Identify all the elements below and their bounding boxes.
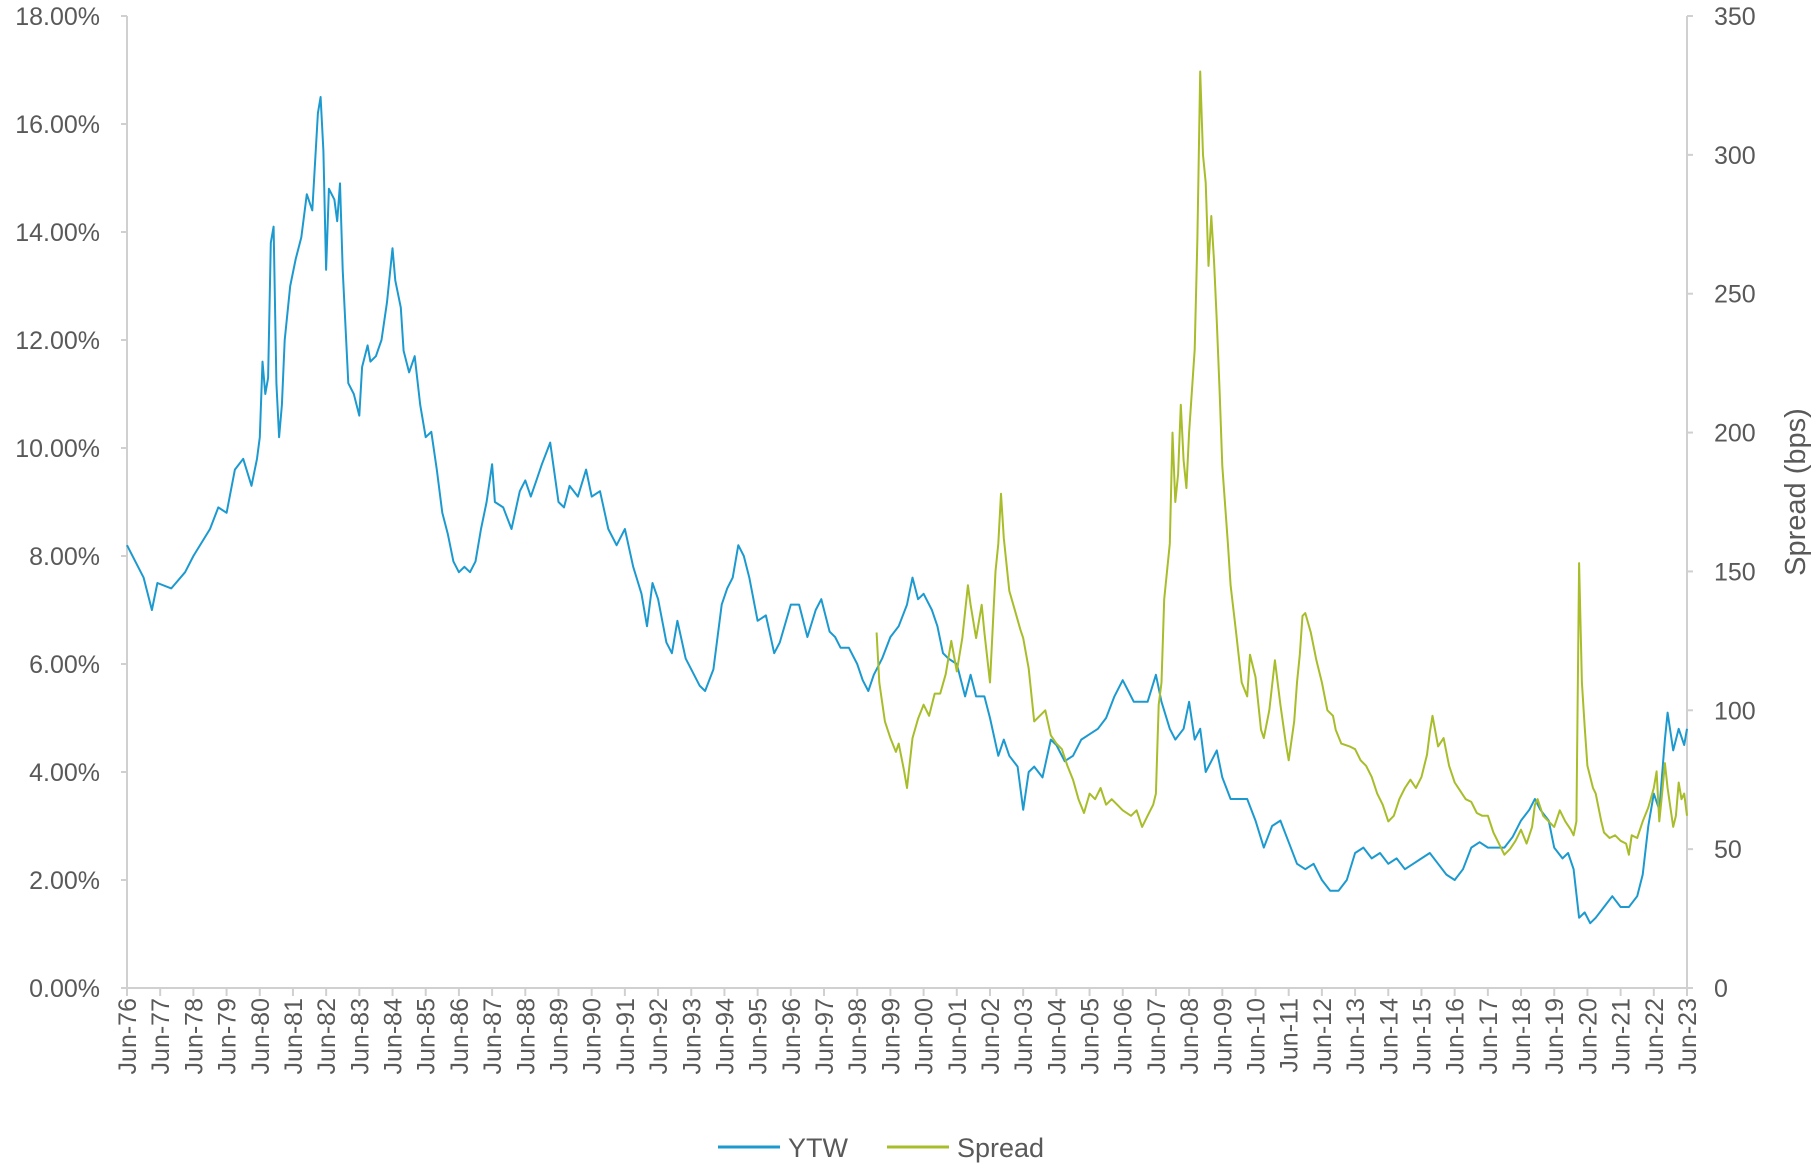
right-axis-title: Spread (bps): [1780, 408, 1812, 576]
left-tick-label: 2.00%: [29, 867, 100, 895]
right-axis-ticks: 0 50 100 150 200 250 300 350: [1687, 3, 1756, 1003]
series-line-spread: [875, 70, 1688, 856]
right-tick-label: 250: [1714, 281, 1756, 309]
x-tick-label: Jun-85: [413, 998, 441, 1074]
x-tick-label: Jun-08: [1176, 998, 1204, 1074]
x-tick-label: Jun-20: [1574, 998, 1602, 1074]
left-tick-label: 4.00%: [29, 759, 100, 787]
x-tick-label: Jun-21: [1608, 998, 1636, 1074]
x-axis: Jun-76 Jun-77 Jun-78 Jun-79 Jun-80 Jun-81 Jun-…: [114, 16, 1702, 1074]
x-tick-label: Jun-82: [313, 998, 341, 1074]
left-tick-label: 6.00%: [29, 651, 100, 679]
x-tick-label: Jun-84: [380, 998, 408, 1075]
x-tick-label: Jun-98: [844, 998, 872, 1074]
x-tick-label: Jun-79: [214, 998, 242, 1074]
x-tick-label: Jun-13: [1342, 998, 1370, 1074]
left-tick-label: 8.00%: [29, 543, 100, 571]
x-tick-label: Jun-94: [711, 998, 739, 1075]
left-axis-ticks: 0.00% 2.00% 4.00% 6.00% 8.00% 10.00% 12.00% 14.…: [15, 3, 127, 1003]
x-tick-label: Jun-78: [180, 998, 208, 1074]
x-tick-label: Jun-11: [1276, 998, 1304, 1073]
right-tick-label: 150: [1714, 558, 1756, 586]
x-tick-label: Jun-19: [1541, 998, 1569, 1074]
right-tick-label: 300: [1714, 142, 1756, 170]
x-tick-label: Jun-23: [1674, 998, 1702, 1074]
x-tick-label: Jun-99: [877, 998, 905, 1074]
legend: YTW Spread: [718, 1133, 1044, 1163]
left-tick-label: 10.00%: [15, 435, 100, 463]
x-tick-label: Jun-86: [446, 998, 474, 1074]
x-tick-label: Jun-02: [977, 998, 1005, 1074]
left-tick-label: 18.00%: [15, 3, 100, 31]
left-tick-label: 12.00%: [15, 327, 100, 355]
x-tick-label: Jun-76: [114, 998, 142, 1074]
x-tick-label: Jun-92: [645, 998, 673, 1074]
x-tick-label: Jun-22: [1641, 998, 1669, 1074]
series-line-ytw: [126, 96, 1688, 925]
x-tick-label: Jun-10: [1243, 998, 1271, 1074]
x-tick-label: Jun-09: [1209, 998, 1237, 1074]
x-tick-label: Jun-88: [512, 998, 540, 1074]
x-tick-label: Jun-96: [778, 998, 806, 1074]
x-tick-label: Jun-07: [1143, 998, 1171, 1074]
legend-label-ytw: YTW: [788, 1133, 849, 1163]
left-tick-label: 16.00%: [15, 111, 100, 139]
left-tick-label: 14.00%: [15, 219, 100, 247]
x-tick-label: Jun-80: [247, 998, 275, 1074]
x-tick-label: Jun-18: [1508, 998, 1536, 1074]
x-tick-label: Jun-90: [579, 998, 607, 1074]
x-tick-label: Jun-04: [1043, 998, 1071, 1075]
x-tick-label: Jun-87: [479, 998, 507, 1074]
x-tick-label: Jun-81: [280, 998, 308, 1074]
left-tick-label: 0.00%: [29, 975, 100, 1003]
x-tick-label: Jun-12: [1309, 998, 1337, 1074]
right-tick-label: 200: [1714, 420, 1756, 448]
x-tick-label: Jun-97: [811, 998, 839, 1074]
x-tick-label: Jun-77: [147, 998, 175, 1074]
x-tick-label: Jun-05: [1077, 998, 1105, 1074]
right-tick-label: 100: [1714, 697, 1756, 725]
series-layer: [126, 70, 1688, 925]
x-tick-label: Jun-03: [1010, 998, 1038, 1074]
right-tick-label: 50: [1714, 836, 1742, 864]
x-tick-label: Jun-15: [1408, 998, 1436, 1074]
x-tick-label: Jun-93: [678, 998, 706, 1074]
x-tick-label: Jun-06: [1110, 998, 1138, 1074]
legend-label-spread: Spread: [957, 1133, 1044, 1163]
x-tick-label: Jun-91: [612, 998, 640, 1074]
x-tick-label: Jun-17: [1475, 998, 1503, 1074]
x-tick-label: Jun-95: [745, 998, 773, 1074]
right-tick-label: 350: [1714, 3, 1756, 31]
x-tick-label: Jun-16: [1442, 998, 1470, 1074]
right-tick-label: 0: [1714, 975, 1728, 1003]
x-tick-label: Jun-89: [545, 998, 573, 1074]
x-tick-label: Jun-14: [1375, 998, 1403, 1075]
x-tick-label: Jun-83: [346, 998, 374, 1074]
x-tick-label: Jun-00: [911, 998, 939, 1074]
x-tick-label: Jun-01: [944, 998, 972, 1074]
